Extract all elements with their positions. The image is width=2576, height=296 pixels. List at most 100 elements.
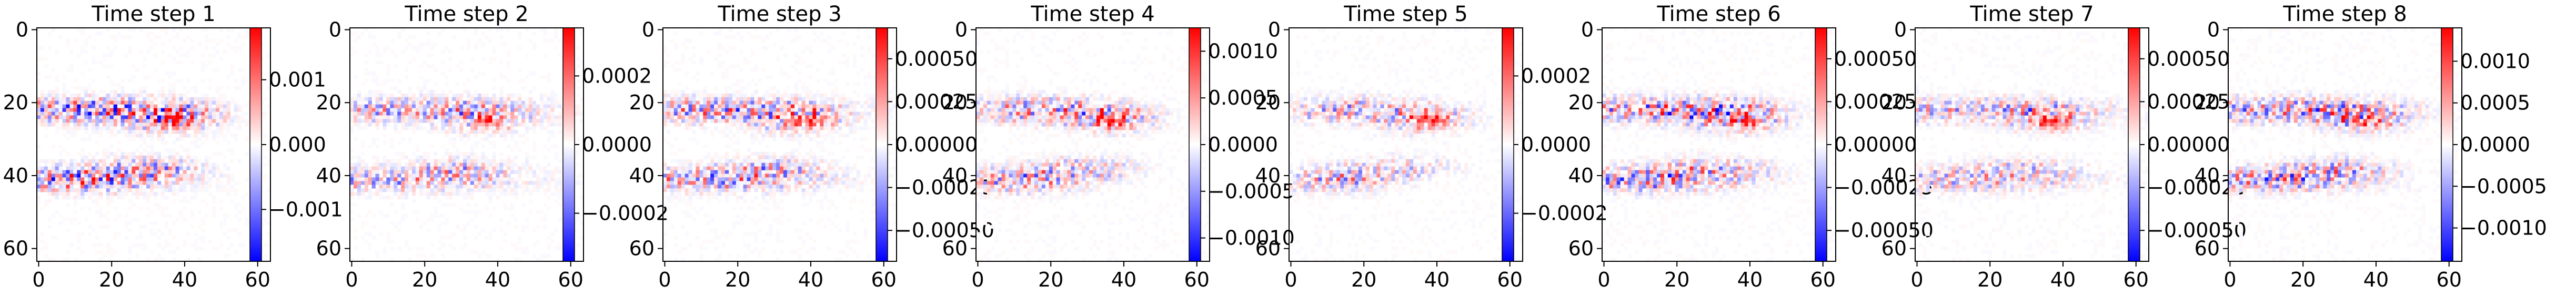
heatmap-cell	[164, 93, 169, 98]
heatmap-cell	[736, 213, 740, 218]
heatmap-cell	[470, 166, 475, 170]
heatmap-cell	[419, 64, 424, 68]
heatmap-cell	[113, 108, 117, 112]
heatmap-cell	[364, 170, 368, 174]
heatmap-cell	[863, 137, 868, 141]
heatmap-cell	[117, 232, 121, 236]
heatmap-cell	[772, 199, 777, 203]
heatmap-cell	[80, 196, 85, 200]
heatmap-cell	[390, 108, 394, 112]
heatmap-cell	[736, 141, 740, 145]
heatmap-cell	[474, 126, 478, 130]
heatmap-cell	[670, 159, 675, 163]
heatmap-cell	[852, 185, 857, 189]
heatmap-cell	[499, 123, 504, 127]
heatmap-cell	[699, 185, 703, 189]
heatmap-cell	[360, 141, 365, 145]
heatmap-cell	[422, 115, 427, 119]
heatmap-cell	[514, 224, 518, 229]
heatmap-cell	[834, 108, 839, 112]
heatmap-cell	[867, 104, 871, 108]
heatmap-cell	[113, 173, 117, 178]
heatmap-cell	[470, 250, 475, 254]
heatmap-cell	[88, 86, 92, 90]
heatmap-cell	[154, 53, 158, 57]
heatmap-cell	[514, 247, 518, 251]
heatmap-cell	[710, 196, 715, 200]
heatmap-cell	[666, 28, 671, 32]
heatmap-cell	[208, 239, 213, 243]
heatmap-cell	[422, 119, 427, 123]
heatmap-cell	[456, 159, 460, 163]
heatmap-cell	[415, 166, 420, 170]
heatmap-cell	[434, 170, 438, 174]
heatmap-cell	[415, 148, 420, 152]
heatmap-cell	[102, 185, 107, 189]
heatmap-cell	[415, 159, 420, 163]
heatmap-cell	[459, 97, 464, 101]
heatmap-cell	[889, 123, 893, 127]
heatmap-cell	[263, 111, 267, 116]
heatmap-cell	[710, 159, 715, 163]
heatmap-cell	[459, 115, 464, 119]
heatmap-cell	[663, 119, 667, 123]
heatmap-cell	[411, 93, 416, 98]
heatmap-cell	[452, 170, 456, 174]
heatmap-cell	[721, 93, 726, 98]
heatmap-cell	[419, 177, 424, 181]
heatmap-cell	[681, 60, 685, 65]
heatmap-cell	[554, 166, 558, 170]
heatmap-cell	[518, 173, 522, 178]
heatmap-cell	[62, 123, 66, 127]
heatmap-cell	[135, 236, 139, 240]
heatmap-cell	[139, 28, 143, 32]
heatmap-cell	[405, 97, 409, 101]
heatmap-cell	[201, 221, 205, 225]
heatmap-cell	[154, 155, 158, 160]
heatmap-cell	[212, 100, 216, 105]
heatmap-cell	[710, 173, 715, 178]
heatmap-cell	[201, 177, 205, 181]
heatmap-cell	[758, 177, 762, 181]
heatmap-cell	[827, 181, 831, 185]
heatmap-cell	[62, 170, 66, 174]
heatmap-cell	[168, 151, 172, 156]
heatmap-cell	[823, 97, 828, 101]
heatmap-cell	[364, 232, 368, 236]
heatmap-cell	[783, 123, 788, 127]
heatmap-cell	[718, 119, 722, 123]
heatmap-cell	[360, 100, 365, 105]
heatmap-cell	[223, 188, 227, 192]
heatmap-cell	[831, 177, 835, 181]
heatmap-cell	[154, 221, 158, 225]
heatmap-cell	[364, 213, 368, 218]
heatmap-cell	[390, 247, 394, 251]
heatmap-cell	[543, 155, 547, 160]
heatmap-cell	[375, 250, 379, 254]
heatmap-cell	[765, 126, 769, 130]
heatmap-cell	[838, 188, 842, 192]
heatmap-cell	[62, 217, 66, 221]
heatmap-cell	[816, 126, 820, 130]
heatmap-cell	[514, 155, 518, 160]
heatmap-cell	[743, 185, 747, 189]
heatmap-cell	[183, 115, 187, 119]
heatmap-cell	[754, 28, 758, 32]
heatmap-cell	[426, 217, 430, 221]
heatmap-cell	[375, 181, 379, 185]
heatmap-cell	[794, 148, 798, 152]
heatmap-cell	[160, 192, 165, 196]
heatmap-cell	[816, 79, 820, 83]
heatmap-cell	[219, 28, 224, 32]
heatmap-cell	[776, 108, 780, 112]
heatmap-cell	[360, 119, 365, 123]
heatmap-cell	[758, 203, 762, 207]
heatmap-cell	[754, 100, 758, 105]
heatmap-cell	[823, 137, 828, 141]
heatmap-cell	[205, 104, 209, 108]
heatmap-cell	[525, 155, 529, 160]
heatmap-cell	[499, 42, 504, 46]
heatmap-cell	[40, 159, 45, 163]
heatmap-cell	[470, 210, 475, 215]
heatmap-cell	[769, 119, 773, 123]
